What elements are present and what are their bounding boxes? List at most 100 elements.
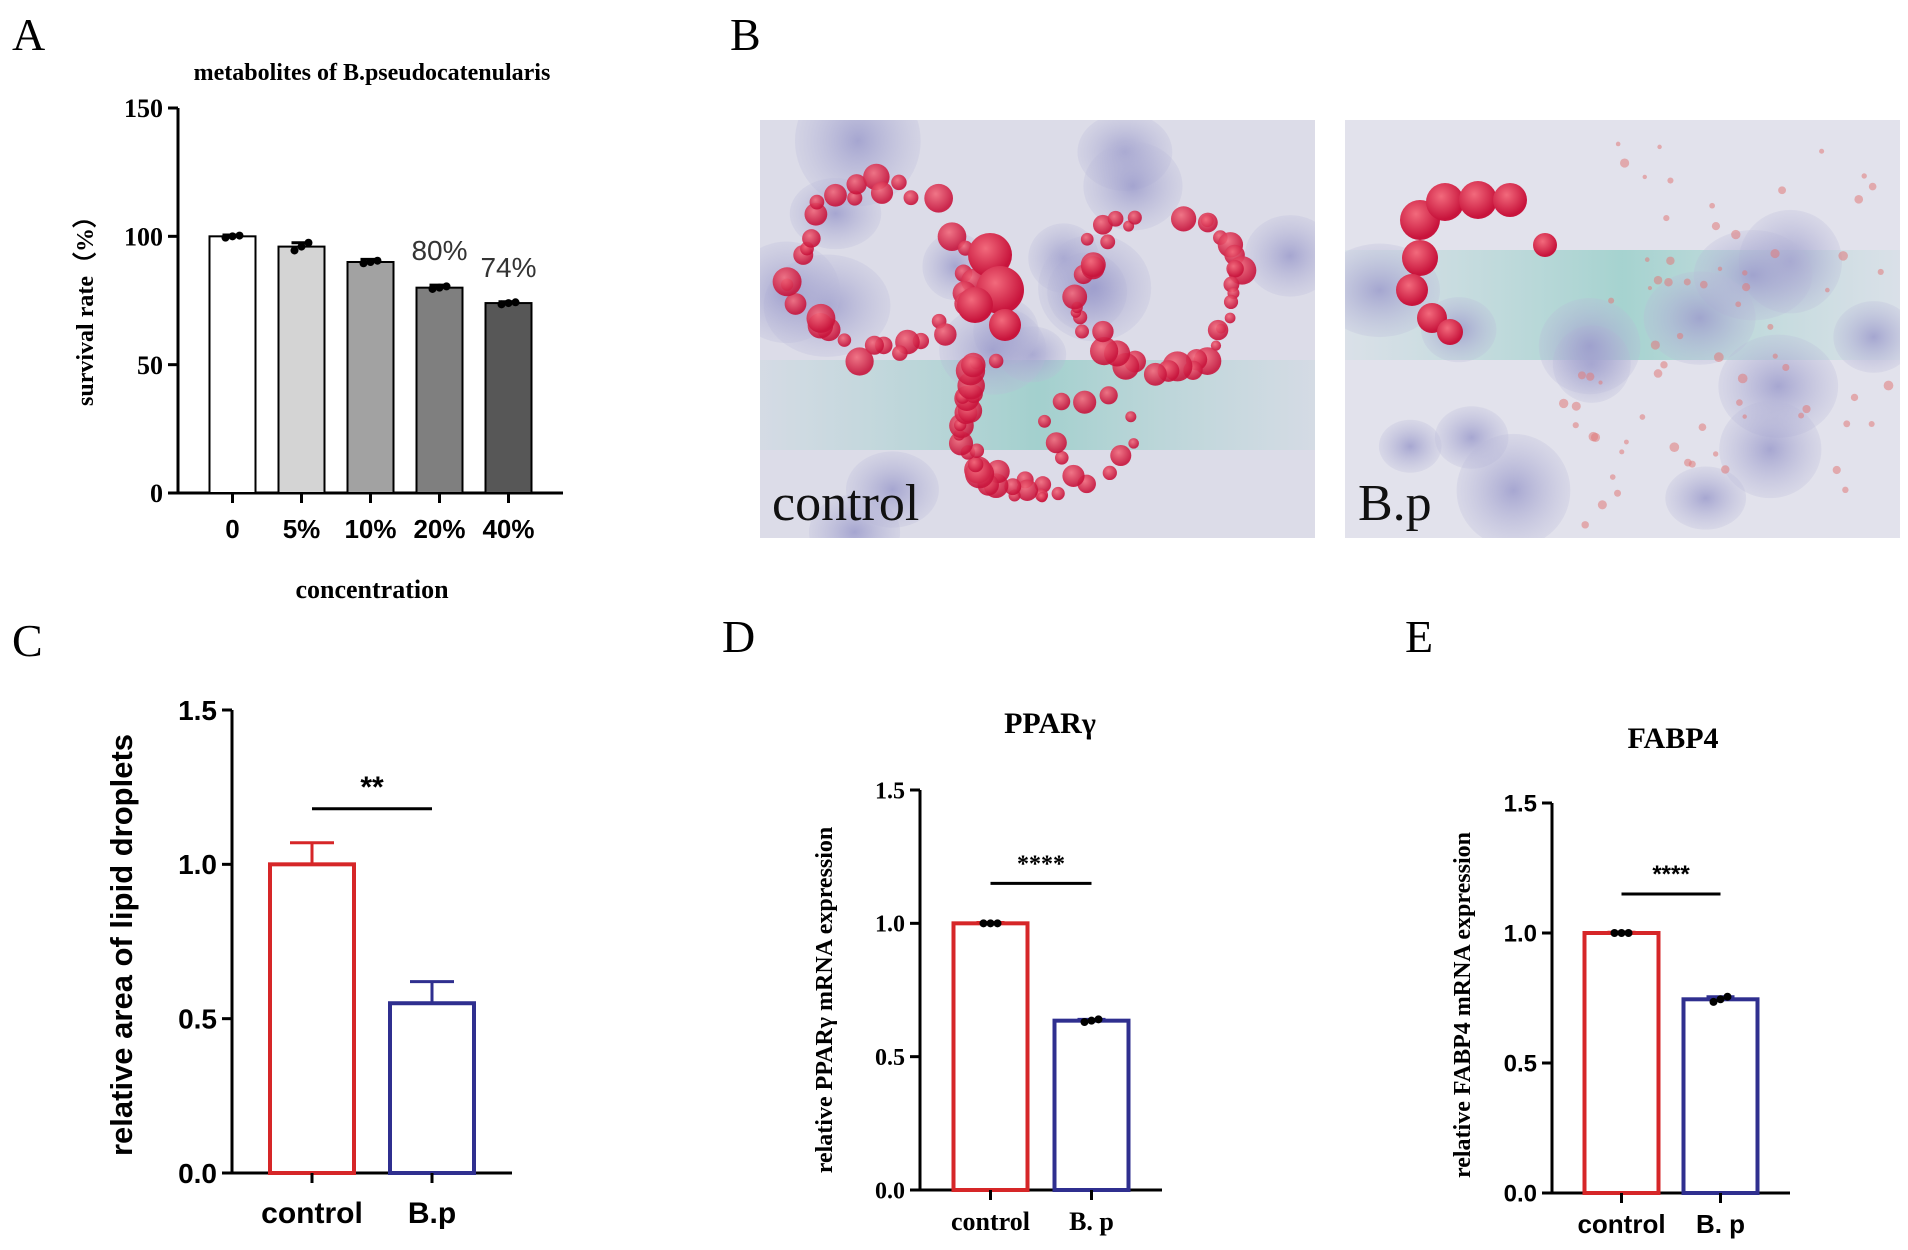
chart-a-point (497, 300, 506, 309)
bp-small-droplet (1588, 431, 1599, 442)
chart-c-ytick-label: 0.5 (178, 1003, 217, 1034)
chart-e-xtick-label: B. p (1696, 1209, 1745, 1239)
bp-lipid-droplet (1493, 183, 1527, 217)
bp-small-droplet (1698, 423, 1707, 432)
chart-pparg: PPARγ relative PPARγ mRNA expression 0.0… (812, 707, 1162, 1236)
chart-a-point (228, 232, 237, 241)
chart-e-point (1709, 997, 1718, 1006)
bp-small-droplet (1699, 280, 1708, 289)
chart-a-ytick-label: 50 (137, 351, 163, 380)
bp-small-droplet (1742, 414, 1747, 419)
bp-small-droplet (1642, 174, 1647, 180)
chart-d-point (979, 919, 988, 928)
control-lipid-droplet (1016, 479, 1039, 501)
control-lipid-droplet (870, 181, 894, 204)
bp-small-droplet (1736, 399, 1743, 406)
bp-small-droplet (1825, 287, 1830, 293)
bp-small-droplet (1802, 404, 1811, 414)
chart-a-bar (277, 245, 326, 494)
bp-small-droplet (1615, 141, 1621, 147)
chart-d-xtick-label: B. p (1069, 1207, 1114, 1236)
chart-e-point (1723, 992, 1732, 1001)
chart-d-xtick-label: control (951, 1207, 1030, 1236)
bp-small-droplet (1653, 369, 1663, 378)
bp-small-droplet (1683, 278, 1691, 286)
control-lipid-droplet (934, 323, 957, 346)
control-lipid-droplet (1062, 464, 1085, 488)
control-lipid-droplet (1090, 336, 1119, 366)
control-lipid-droplet (961, 352, 986, 378)
chart-a-point (221, 233, 230, 242)
panel-label-c: C (12, 615, 43, 666)
control-lipid-droplet (1224, 312, 1236, 324)
bp-small-droplet (1721, 465, 1730, 474)
bp-cell-nucleus (1719, 400, 1822, 499)
chart-e-point (1617, 929, 1626, 937)
chart-a-ytick-label: 150 (124, 94, 163, 123)
control-lipid-droplet (1210, 340, 1222, 351)
control-lipid-droplet (784, 293, 807, 315)
bp-small-droplet (1854, 194, 1864, 204)
bp-small-droplet (1609, 474, 1616, 480)
chart-c-xtick-label: B.p (408, 1197, 456, 1230)
control-cell-nucleus (1244, 215, 1315, 297)
bp-small-droplet (1676, 332, 1684, 340)
chart-e-point (1716, 995, 1725, 1004)
control-lipid-droplet (1080, 232, 1094, 246)
control-lipid-droplet (1038, 414, 1051, 428)
control-lipid-droplet (1062, 284, 1088, 310)
bp-cell-nucleus (1378, 419, 1442, 473)
control-lipid-droplet (924, 183, 953, 213)
control-lipid-droplet (988, 353, 1004, 369)
panel-label-a: A (12, 9, 45, 60)
bp-small-droplet (1717, 266, 1723, 272)
control-lipid-droplet (1143, 362, 1167, 386)
bp-small-droplet (1623, 439, 1629, 445)
control-lipid-droplet (824, 183, 847, 207)
control-lipid-droplet (891, 174, 907, 191)
control-lipid-droplet (1207, 319, 1229, 341)
bp-cell-nucleus (1456, 433, 1571, 538)
control-lipid-droplet (845, 347, 874, 376)
chart-e-bar (1681, 997, 1760, 1195)
bp-small-droplet (1868, 182, 1877, 191)
chart-d-bar (951, 921, 1030, 1192)
chart-d-point (1087, 1016, 1096, 1025)
control-lipid-droplet (1128, 438, 1139, 449)
bp-small-droplet (1620, 158, 1630, 168)
chart-a-ylabel: survival rate（%） (72, 204, 99, 406)
chart-a-xlabel: concentration (295, 575, 449, 604)
bp-small-droplet (1883, 380, 1894, 391)
bp-small-droplet (1581, 521, 1589, 529)
bp-small-droplet (1877, 268, 1884, 276)
chart-c-bar (268, 862, 356, 1175)
panel-label-e: E (1405, 611, 1433, 662)
chart-a-xtick-label: 0 (225, 514, 239, 544)
bp-small-droplet (1614, 489, 1622, 497)
control-lipid-droplet (1171, 206, 1197, 232)
bp-small-droplet (1666, 256, 1675, 265)
control-lipid-droplet (809, 194, 825, 210)
chart-a-xtick-label: 10% (344, 514, 396, 544)
chart-d-ytick-label: 1.0 (875, 912, 905, 938)
control-lipid-droplet (1045, 432, 1067, 454)
bp-small-droplet (1653, 275, 1663, 285)
bp-small-droplet (1850, 393, 1859, 402)
bp-small-droplet (1731, 229, 1741, 240)
chart-d-ytick-label: 1.5 (875, 778, 905, 804)
chart-e-significance-label: **** (1652, 861, 1690, 888)
bp-small-droplet (1838, 251, 1848, 261)
chart-a-bar (346, 261, 395, 494)
chart-e-title: FABP4 (1627, 722, 1718, 755)
chart-lipid-area: relative area of lipid droplets 0.0 0.5 1.… (104, 695, 512, 1230)
bp-small-droplet (1586, 372, 1595, 381)
bp-small-droplet (1737, 373, 1748, 384)
control-lipid-droplet (937, 222, 967, 251)
control-lipid-droplet (1080, 252, 1106, 278)
bp-lipid-droplet (1533, 233, 1557, 257)
bp-small-droplet (1861, 173, 1867, 179)
chart-a-bar (208, 235, 257, 494)
control-lipid-droplet (1197, 212, 1218, 233)
control-lipid-droplet (1051, 486, 1065, 501)
